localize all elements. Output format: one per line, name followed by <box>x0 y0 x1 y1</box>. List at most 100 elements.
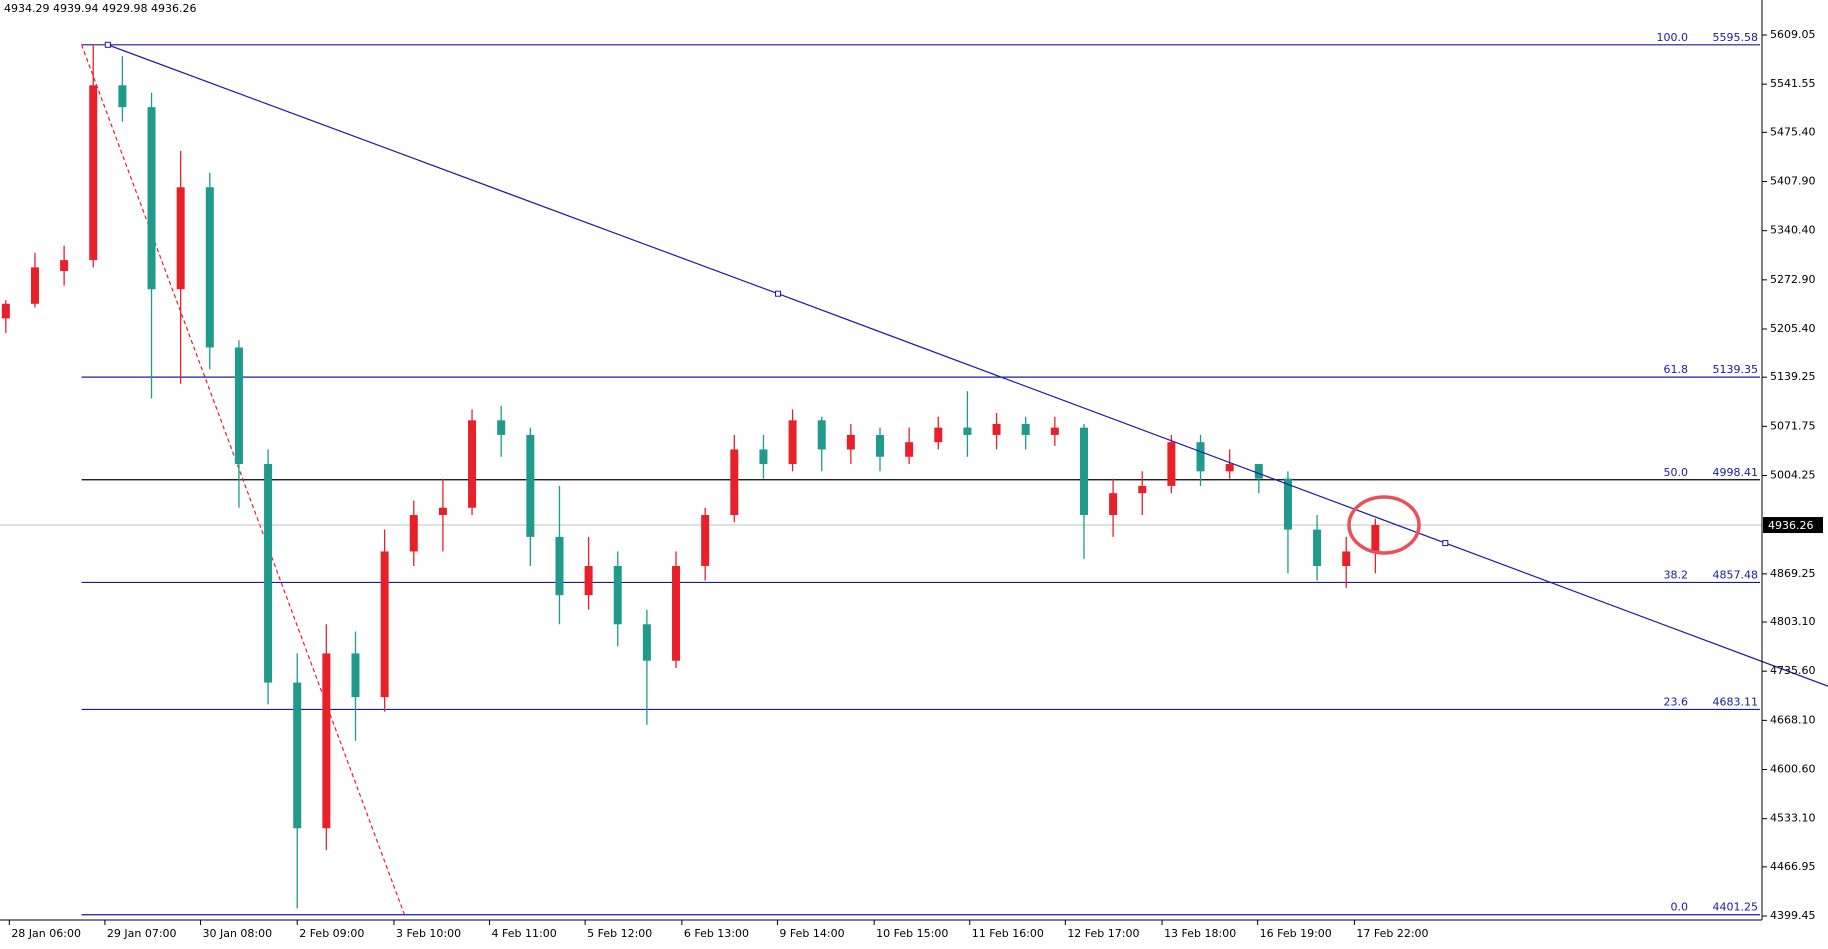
fib-level-price: 4857.48 <box>1713 568 1759 581</box>
candle-body <box>934 427 943 443</box>
y-tick-label: 4466.95 <box>1770 860 1816 873</box>
candle-body <box>1196 442 1205 472</box>
fib-diagonal <box>81 44 406 915</box>
x-tick-label: 5 Feb 12:00 <box>587 927 652 940</box>
candle-body <box>1313 529 1322 567</box>
y-tick-label: 5139.25 <box>1770 370 1816 383</box>
candle-body <box>613 566 622 625</box>
candle-body <box>672 566 681 661</box>
header-ohlc: 4934.29 4939.94 4929.98 4936.26 <box>4 2 196 15</box>
candle-body <box>176 187 185 290</box>
y-tick-label: 4668.10 <box>1770 713 1816 726</box>
candle-body <box>1 303 10 319</box>
x-tick-label: 6 Feb 13:00 <box>684 927 749 940</box>
candle-body <box>1021 423 1030 435</box>
candle-body <box>468 420 477 508</box>
candle-body <box>497 420 506 435</box>
candle-body <box>846 434 855 450</box>
fib-level-price: 4401.25 <box>1713 901 1759 914</box>
trendline-anchor <box>1442 540 1449 547</box>
overlay-layer <box>104 41 1828 687</box>
y-tick-label: 5407.90 <box>1770 175 1816 188</box>
candle-body <box>876 434 884 457</box>
fib-level-name: 61.8 <box>1664 363 1689 376</box>
candle-body <box>1254 464 1263 479</box>
candle-body <box>788 420 797 465</box>
trendline-extension <box>1445 542 1828 687</box>
y-tick-label: 5004.25 <box>1770 469 1816 482</box>
candle-body <box>30 267 39 304</box>
candle-body <box>438 507 447 516</box>
candles-layer <box>1 45 1380 909</box>
candle-body <box>1283 478 1292 530</box>
trendline-anchor <box>104 41 111 48</box>
candle-body <box>992 423 1001 435</box>
candle-body <box>1167 442 1176 486</box>
candle-body <box>1050 427 1059 435</box>
x-tick-label: 16 Feb 19:00 <box>1260 927 1332 940</box>
candle-body <box>60 260 69 272</box>
candle-body <box>205 187 214 348</box>
fib-level-price: 4683.11 <box>1713 695 1759 708</box>
y-tick-label: 4869.25 <box>1770 567 1816 580</box>
candle-body <box>759 449 768 465</box>
x-tick-label: 2 Feb 09:00 <box>299 927 364 940</box>
y-tick-label: 5609.05 <box>1770 28 1816 41</box>
y-tick-label: 5071.75 <box>1770 419 1816 432</box>
y-tick-label: 5205.40 <box>1770 322 1816 335</box>
y-tick-label: 5541.55 <box>1770 77 1816 90</box>
x-tick-label: 29 Jan 07:00 <box>107 927 177 940</box>
candle-body <box>1109 493 1118 516</box>
y-tick-label: 5272.90 <box>1770 273 1816 286</box>
x-tick-label: 10 Feb 15:00 <box>876 927 948 940</box>
y-tick-label: 4399.45 <box>1770 909 1816 922</box>
candle-body <box>526 434 535 537</box>
candle-body <box>1342 551 1351 567</box>
x-tick-label: 9 Feb 14:00 <box>779 927 844 940</box>
candle-body <box>1371 525 1380 552</box>
candle-body <box>118 85 127 108</box>
fib-level-name: 38.2 <box>1664 568 1689 581</box>
y-tick-label: 4735.60 <box>1770 664 1816 677</box>
candle-body <box>147 107 156 290</box>
candle-body <box>234 347 243 465</box>
x-tick-label: 30 Jan 08:00 <box>202 927 272 940</box>
candle-body <box>584 566 593 596</box>
candle-body <box>322 653 331 829</box>
candle-body <box>1225 464 1234 472</box>
fib-level-name: 50.0 <box>1664 466 1689 479</box>
candle-body <box>963 427 972 435</box>
y-tick-label: 5475.40 <box>1770 125 1816 138</box>
fib-level-price: 4998.41 <box>1713 466 1759 479</box>
candle-body <box>642 624 651 661</box>
x-tick-label: 11 Feb 16:00 <box>972 927 1044 940</box>
highlight-circle <box>1347 495 1421 555</box>
current-price-box <box>1763 517 1823 534</box>
grid-layer <box>0 44 1762 916</box>
candle-body <box>1079 427 1088 516</box>
y-tick-label: 4533.10 <box>1770 812 1816 825</box>
candle-body <box>555 536 564 596</box>
candle-body <box>1138 485 1147 494</box>
x-tick-label: 13 Feb 18:00 <box>1164 927 1236 940</box>
x-tick-label: 4 Feb 11:00 <box>492 927 557 940</box>
candle-body <box>730 449 739 516</box>
x-tick-label: 17 Feb 22:00 <box>1356 927 1428 940</box>
y-tick-label: 5340.40 <box>1770 224 1816 237</box>
fib-level-name: 23.6 <box>1664 695 1689 708</box>
candle-body <box>293 682 302 829</box>
candle-body <box>264 464 273 683</box>
candle-body <box>89 85 98 261</box>
candle-body <box>905 442 914 457</box>
candle-body <box>817 420 826 450</box>
y-tick-label: 4803.10 <box>1770 615 1816 628</box>
candle-body <box>409 515 418 552</box>
fib-level-name: 0.0 <box>1671 901 1689 914</box>
candle-body <box>701 515 710 567</box>
fib-level-price: 5139.35 <box>1713 363 1759 376</box>
trendline-anchor <box>775 290 782 297</box>
x-tick-label: 12 Feb 17:00 <box>1067 927 1139 940</box>
fib-level-price: 5595.58 <box>1713 31 1759 44</box>
